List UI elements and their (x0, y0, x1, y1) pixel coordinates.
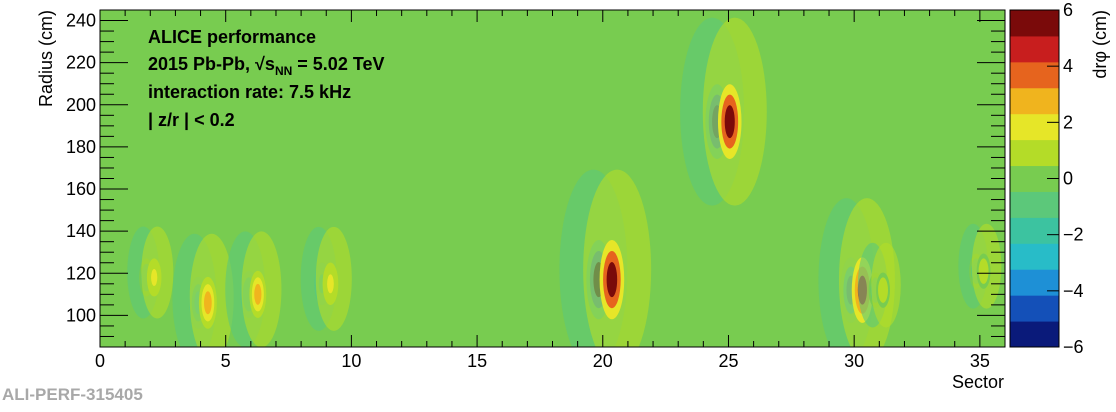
colorbar-cell (1010, 321, 1059, 348)
colorbar-tick-label: −2 (1063, 225, 1084, 245)
y-tick-label: 100 (66, 305, 96, 325)
colorbar-tick-label: −6 (1063, 337, 1084, 357)
colorbar-cell (1010, 243, 1059, 270)
positive-lobe (254, 283, 262, 305)
x-tick-label: 5 (221, 351, 231, 371)
positive-lobe (880, 282, 887, 298)
colorbar-tick-label: 6 (1063, 0, 1073, 20)
annotation-z-over-r-cut: | z/r | < 0.2 (148, 110, 235, 130)
colorbar-cell (1010, 139, 1059, 167)
colorbar-ticks: −6 −4 −2 0 2 4 6 (1047, 0, 1084, 357)
distortion-feature (300, 226, 352, 331)
colorbar-scale (1010, 10, 1059, 348)
colorbar-cell (1010, 35, 1059, 63)
annotation-line2-end: = 5.02 TeV (292, 54, 384, 74)
distortion-feature (559, 169, 652, 347)
y-tick-label: 240 (66, 11, 96, 31)
annotation-collision-system: 2015 Pb-Pb, √sNN = 5.02 TeV (148, 54, 385, 78)
colorbar-cell (1010, 217, 1059, 244)
annotation-block: ALICE performance 2015 Pb-Pb, √sNN = 5.0… (148, 27, 385, 130)
colorbar-cell (1010, 87, 1059, 115)
y-tick-label: 160 (66, 179, 96, 199)
x-axis: 0 5 10 15 20 25 30 35 (95, 10, 1006, 371)
y-tick-label: 200 (66, 95, 96, 115)
y-tick-label: 220 (66, 53, 96, 73)
positive-lobe (724, 105, 735, 139)
colorbar-title: drφ (cm) (1090, 10, 1110, 79)
colorbar-cell (1010, 10, 1059, 37)
distortion-feature (172, 233, 234, 347)
distortion-feature (127, 226, 174, 319)
distortion-feature (680, 17, 767, 206)
colorbar-cell (1010, 269, 1059, 296)
x-tick-label: 10 (341, 351, 361, 371)
y-tick-label: 140 (66, 221, 96, 241)
heatmap-area (100, 10, 1005, 347)
colorbar-tick-label: 4 (1063, 56, 1073, 76)
y-tick-label: 180 (66, 137, 96, 157)
colorbar-tick-label: −4 (1063, 281, 1084, 301)
positive-lobe (327, 274, 334, 294)
annotation-line2-main: 2015 Pb-Pb, √s (148, 54, 275, 74)
colorbar-tick-label: 2 (1063, 112, 1073, 132)
positive-lobe (151, 269, 158, 286)
annotation-interaction-rate: interaction rate: 7.5 kHz (148, 82, 351, 102)
x-tick-label: 35 (970, 351, 990, 371)
x-tick-label: 25 (718, 351, 738, 371)
distortion-feature (225, 231, 282, 347)
x-tick-label: 30 (844, 351, 864, 371)
colorbar-cell (1010, 295, 1059, 322)
colorbar-cell (1010, 191, 1059, 218)
y-axis-title: Radius (cm) (36, 10, 56, 107)
colorbar-cell (1010, 113, 1059, 141)
colorbar-tick-label: 0 (1063, 169, 1073, 189)
colorbar: −6 −4 −2 0 2 4 6 drφ (cm) (1009, 0, 1110, 357)
positive-lobe (606, 262, 618, 298)
distortion-feature (958, 223, 1002, 309)
y-axis: 100 120 140 160 180 200 220 240 (66, 9, 1005, 348)
heatmap-features (127, 17, 1002, 347)
x-tick-label: 15 (467, 351, 487, 371)
x-tick-label: 0 (95, 351, 105, 371)
watermark-id: ALI-PERF-315405 (2, 385, 143, 404)
positive-lobe (204, 291, 212, 315)
x-tick-label: 20 (593, 351, 613, 371)
x-axis-title: Sector (952, 372, 1004, 392)
annotation-line2-sub: NN (275, 64, 292, 78)
distortion-feature (857, 242, 901, 328)
annotation-experiment: ALICE performance (148, 27, 316, 47)
y-tick-label: 120 (66, 263, 96, 283)
positive-lobe (980, 263, 987, 280)
